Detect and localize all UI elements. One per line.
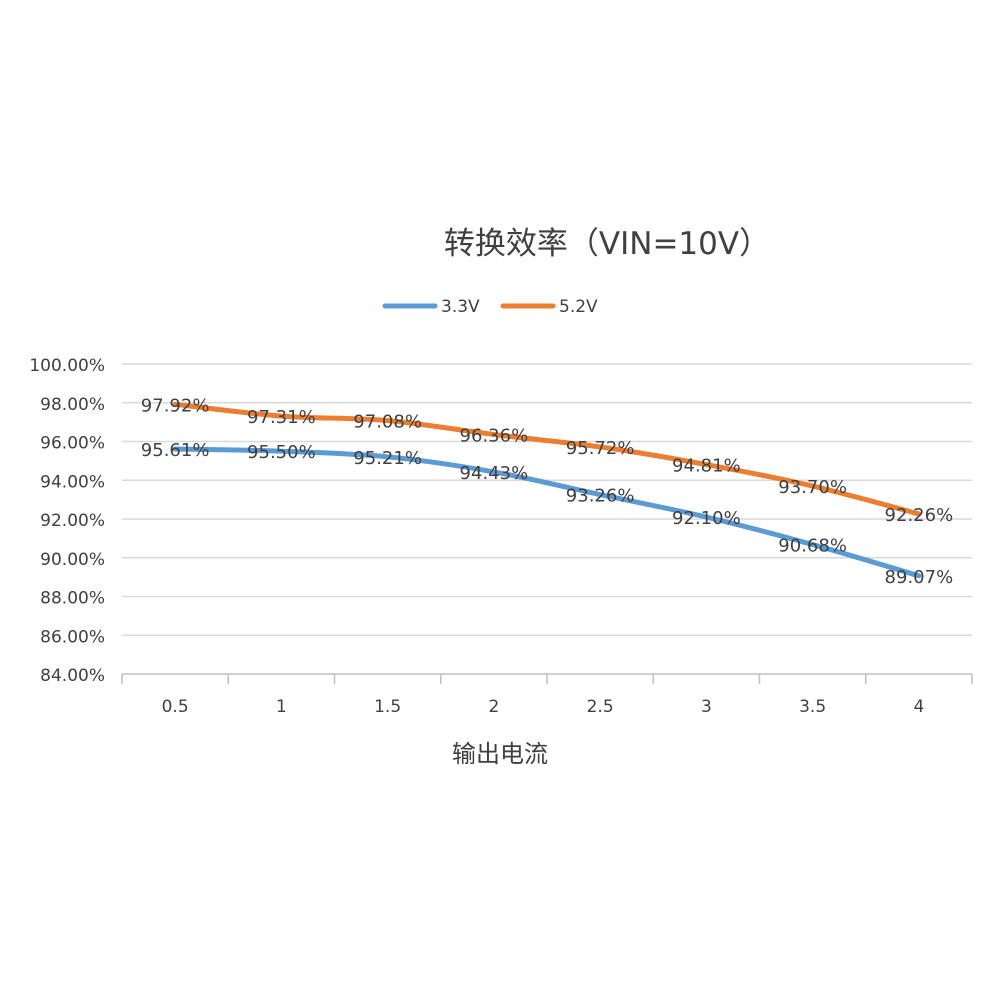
data-label: 95.61% <box>141 440 210 461</box>
y-tick-label: 88.00% <box>40 589 105 609</box>
data-label: 97.92% <box>141 395 210 416</box>
x-tick-label: 2 <box>488 697 499 717</box>
series-lines <box>172 401 922 579</box>
x-tick-label: 2.5 <box>587 697 614 717</box>
data-label: 90.68% <box>778 536 847 557</box>
y-tick-label: 100.00% <box>29 356 105 376</box>
series-line-3.3V <box>172 446 922 579</box>
legend-label: 5.2V <box>559 297 598 317</box>
data-labels: 95.61% 95.50% 95.21% 94.43% 93.26% 92.10% 90.6… <box>141 395 953 587</box>
data-label: 94.81% <box>672 456 741 477</box>
x-tick-label: 1.5 <box>374 697 401 717</box>
x-tick-label: 1 <box>276 697 287 717</box>
y-tick-label: 94.00% <box>40 472 105 492</box>
y-tick-label: 90.00% <box>40 550 105 570</box>
data-label: 95.50% <box>247 442 316 463</box>
y-tick-label: 98.00% <box>40 395 105 415</box>
x-tick-label: 0.5 <box>162 697 189 717</box>
data-label: 93.26% <box>566 486 635 507</box>
chart-title: 转换效率（VIN=10V） <box>444 226 770 262</box>
y-tick-label: 86.00% <box>40 627 105 647</box>
x-axis-label: 输出电流 <box>452 740 548 768</box>
x-tick-label: 4 <box>913 697 924 717</box>
series-line-5.2V <box>172 401 922 517</box>
y-tick-label: 92.00% <box>40 511 105 531</box>
x-tick-label: 3.5 <box>799 697 826 717</box>
data-label: 89.07% <box>885 567 954 588</box>
x-tick-label: 3 <box>701 697 712 717</box>
x-axis-ticks: 0.5 1 1.5 2 2.5 3 3.5 4 <box>121 674 973 717</box>
legend: 3.3V 5.2V <box>382 297 598 317</box>
data-label: 96.36% <box>460 426 529 447</box>
y-axis-ticks: 84.00% 86.00% 88.00% 90.00% 92.00% 94.00% 96.0… <box>29 356 105 686</box>
data-label: 95.21% <box>353 448 422 469</box>
y-tick-label: 84.00% <box>40 666 105 686</box>
data-label: 92.10% <box>672 508 741 529</box>
data-label: 92.26% <box>885 505 954 526</box>
data-label: 94.43% <box>460 463 529 484</box>
y-tick-label: 96.00% <box>40 434 105 454</box>
data-label: 93.70% <box>778 477 847 498</box>
data-label: 97.08% <box>353 412 422 433</box>
data-label: 97.31% <box>247 407 316 428</box>
data-label: 95.72% <box>566 438 635 459</box>
legend-label: 3.3V <box>441 297 480 317</box>
